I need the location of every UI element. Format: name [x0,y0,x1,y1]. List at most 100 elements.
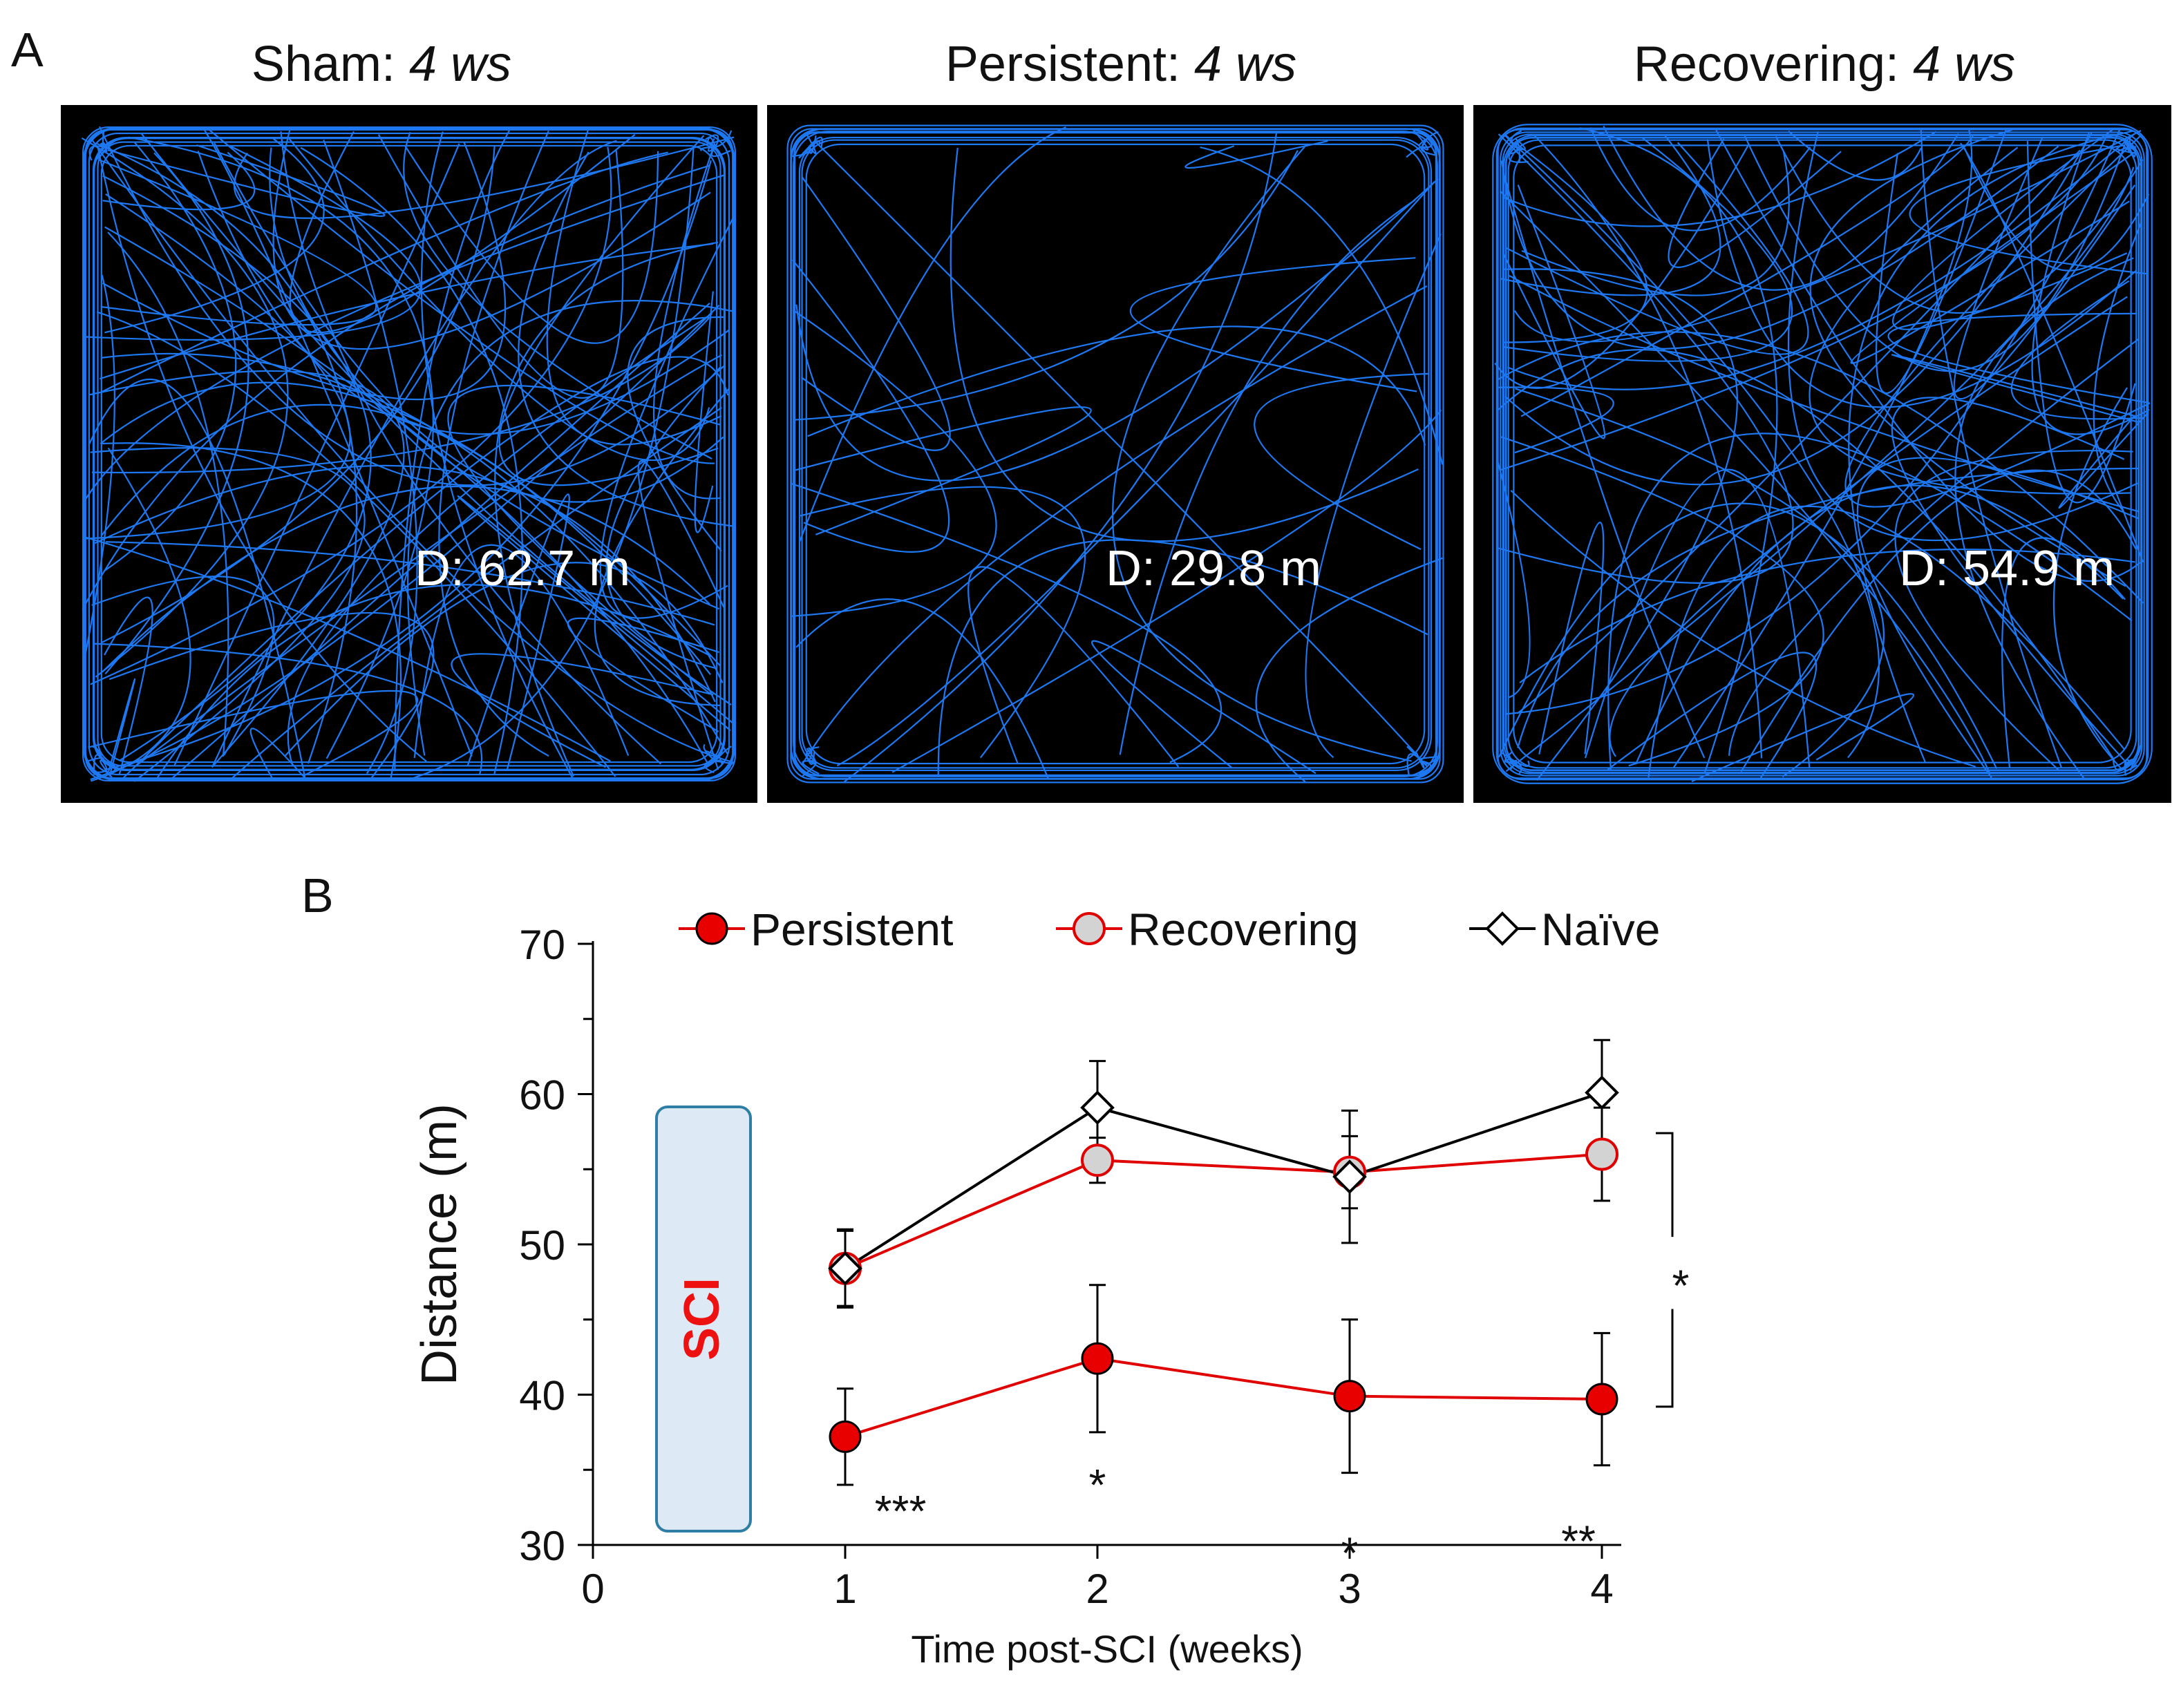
trajectory-path [82,164,710,610]
trajectory-path [90,447,366,782]
y-axis-label: Distance (m) [412,1103,467,1385]
corner-scribble [808,752,815,766]
track-paths [786,124,1444,784]
trajectory-path [1589,127,1811,231]
trajectory-path [249,728,305,780]
trajectory-path [84,193,351,540]
corner-scribble [710,759,733,765]
trajectory-path [1728,338,2140,756]
corner-scribble [1504,134,1516,148]
trajectory-path [1714,127,2141,582]
trajectory-path [1506,142,1809,355]
data-point-naive [828,1251,862,1286]
distance-label: D: 62.7 m [415,541,631,596]
trajectory-path [1607,652,1818,779]
corner-scribble [1422,137,1433,149]
y-tick-label: 50 [519,1222,565,1269]
trajectory-path [140,133,732,706]
trajectory-path [1305,233,1442,759]
trajectory-path [107,678,136,777]
wall-trace [82,126,737,781]
trajectory-path [1887,312,2150,404]
data-point-recovering [1081,1144,1114,1177]
panel-a-letter: A [11,23,44,77]
corner-scribble [1415,752,1425,769]
track-plot-persistent: D: 29.8 m [767,105,1464,803]
trajectory-path [407,300,733,756]
wall-trace [1500,131,2145,777]
wall-trace [790,128,1441,780]
track-time: 4 ws [1913,37,2016,92]
trajectory-path [801,285,1428,765]
legend-label-persistent: Persistent [750,904,953,955]
trajectory-path [1112,144,1412,762]
trajectory-path [1502,131,1937,227]
trajectory-path [1500,436,1824,767]
corner-scribble [1514,142,1520,163]
wall-trace [100,144,718,763]
trajectory-path [96,311,616,777]
trajectory-path [98,159,377,326]
corner-scribble [704,760,716,774]
trajectory-path [1909,144,2148,275]
trajectory-path [795,598,1050,779]
trajectory-path [98,126,726,486]
trajectory-path [795,406,1092,535]
wall-trace [1504,136,2140,772]
sci-label: SCI [674,1278,730,1360]
trajectory-path [287,312,713,766]
trajectory-path [1538,522,1605,755]
panel-b-letter: B [301,869,334,922]
trajectory-path [798,126,1066,542]
corner-scribble [791,146,811,158]
corner-scribble [2128,146,2136,158]
corner-scribble [88,145,103,161]
trajectory-path [1502,136,1793,362]
trajectory-path [102,175,372,761]
trajectory-path [394,129,511,772]
data-point-naive [1585,1075,1619,1110]
distance-label: D: 54.9 m [1899,541,2115,596]
trajectory-path [104,160,712,771]
wall-trace [793,132,1437,776]
wall-trace [1513,144,2132,763]
bracket-lower [1656,1309,1674,1408]
track-time: 4 ws [1194,37,1297,92]
trajectory-path [1504,132,2093,486]
corner-scribble [2128,745,2141,766]
x-tick-label: 2 [1086,1566,1108,1612]
trajectory-path [1517,467,2139,748]
trajectory-path [1496,349,2115,761]
trajectory-path [102,352,728,755]
trajectory-path [1510,490,1976,768]
wall-trace [1495,127,2149,781]
corner-scribble [102,129,105,147]
track-paths [81,126,737,782]
trajectory-path [1119,199,1416,755]
trajectory-path [1497,462,1531,699]
legend-label-nave: Naïve [1541,904,1660,955]
trajectory-path [1788,130,1922,181]
trajectory-path [1876,128,2008,395]
track-paths [1492,124,2153,784]
trajectory-path [1499,190,1990,773]
trajectory-path [844,131,1278,783]
trajectory-path [90,305,720,781]
corner-scribble [710,146,731,158]
trajectory-path [891,409,1442,773]
trajectory-path [413,146,695,779]
x-tick-label: 0 [581,1566,604,1612]
data-point-recovering [1585,1137,1618,1171]
track-title-recovering: Recovering: 4 ws [1479,36,2170,93]
trajectory-path [1584,468,1811,769]
track-group: Persistent: [945,37,1181,92]
trajectory-path [1603,125,1959,291]
distance-line-chart: SCI 30 40 50 60 70 0 1 2 3 4 Time post-SCI (weeks) D… [412,904,1689,1671]
trajectory-path [90,146,612,685]
corner-scribble [1406,753,1423,775]
significance-marker: *** [875,1486,927,1536]
series-line-recovering [844,1152,1603,1270]
trajectory-path [1507,133,2135,390]
trajectory-path [1533,134,1763,759]
y-tick-label: 40 [519,1373,565,1419]
